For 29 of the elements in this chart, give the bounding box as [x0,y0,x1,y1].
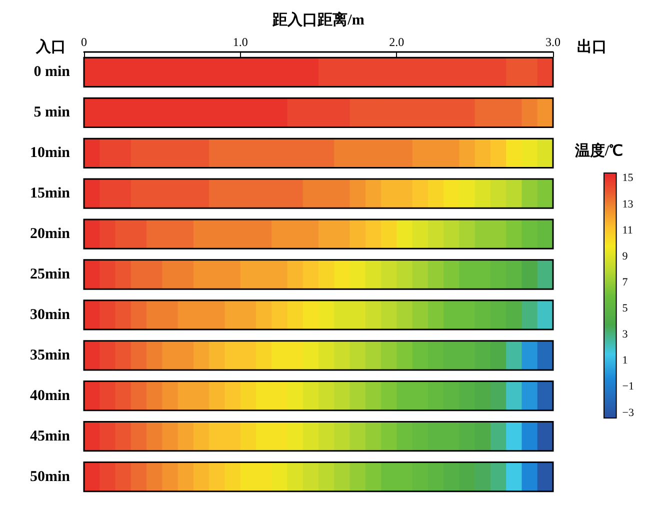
color-bar-label: −3 [622,406,634,419]
x-tick-label: 2.0 [389,35,404,49]
y-tick-label: 50min [30,468,71,485]
y-tick-label: 30min [30,306,71,323]
color-bar-label: 9 [622,250,628,262]
y-tick-label: 10min [30,145,71,162]
x-tick-label: 3.0 [546,35,560,49]
y-tick-label: 25min [30,266,71,282]
y-tick-label: 0 min [34,64,71,80]
text: 出口 [577,38,607,56]
y-tick-label: 20min [30,226,71,242]
color-bar-label: 5 [622,302,628,315]
y-tick-label: 35min [30,347,71,364]
color-bar-title: 温度/℃ [574,142,624,160]
x-tick-label: 0 [81,35,87,49]
color-bar-label: 11 [622,224,633,236]
color-bar-label: 15 [622,172,634,184]
color-bar-label: 1 [622,354,628,367]
text: 入口 [35,38,66,56]
y-tick-label: 40min [30,388,71,404]
color-bar-label: 13 [622,198,634,210]
color-bar-label: 7 [622,276,628,288]
y-tick-label: 15min [30,186,71,202]
color-bar-label: −1 [622,380,634,393]
color-bar-label: 3 [622,328,628,341]
y-tick-label: 5 min [34,104,71,121]
x-tick-label: 1.0 [232,35,248,49]
y-tick-label: 45min [30,428,71,444]
x-axis-title: 距入口距离/m [272,10,365,28]
